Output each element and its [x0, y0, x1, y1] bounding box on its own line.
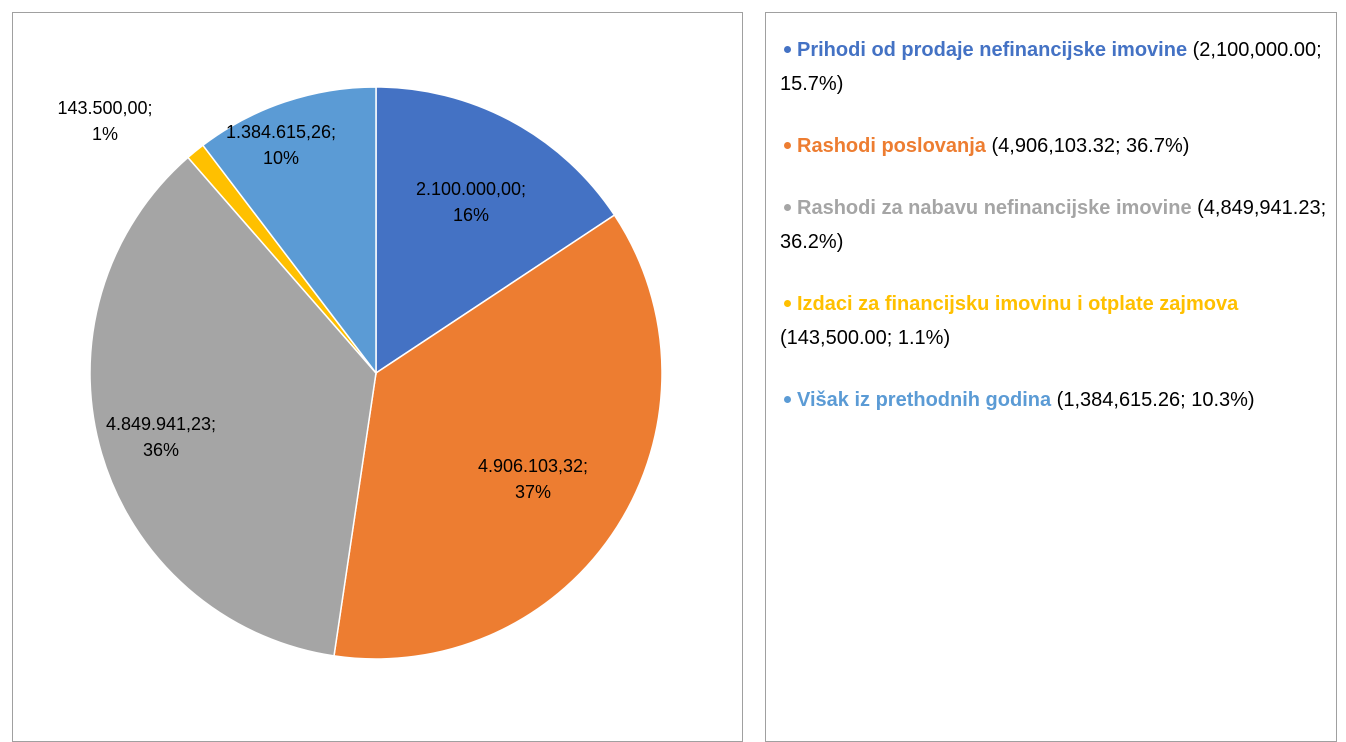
legend-bullet — [784, 395, 791, 403]
legend-item: Rashodi za nabavu nefinancijske imovine … — [780, 191, 1330, 259]
legend: Prihodi od prodaje nefinancijske imovine… — [780, 33, 1330, 445]
slice-label: 1.384.615,26; 10% — [225, 122, 337, 168]
legend-bullet — [784, 45, 791, 53]
legend-name: Prihodi od prodaje nefinancijske imovine — [797, 39, 1188, 61]
slice-label: 2.100.000,00; 16% — [415, 179, 527, 225]
slice-label: 4.906.103,32; 37% — [477, 456, 589, 502]
legend-item: Višak iz prethodnih godina (1,384,615.26… — [780, 383, 1330, 417]
legend-detail: (2,100,000.00; 15.7%) — [780, 39, 1322, 95]
chart-panel: 2.100.000,00; 16% 4.906.103,32; 37% 4.849.… — [12, 12, 743, 742]
pie-slice — [333, 214, 663, 660]
slice-label: 4.849.941,23; 36% — [105, 414, 217, 460]
page: {"chart_data": {"type": "pie", "categori… — [12, 12, 1337, 742]
legend-detail: (143,500.00; 1.1%) — [780, 327, 951, 349]
legend-detail: (1,384,615.26; 10.3%) — [1056, 389, 1255, 411]
legend-bullet — [784, 299, 791, 307]
legend-name: Izdaci za financijsku imovinu i otplate … — [797, 293, 1239, 315]
legend-name: Rashodi za nabavu nefinancijske imovine — [797, 197, 1192, 219]
legend-item: Izdaci za financijsku imovinu i otplate … — [780, 287, 1330, 355]
legend-detail: (4,906,103.32; 36.7%) — [991, 135, 1190, 157]
pie-slice — [375, 86, 616, 375]
legend-item: Rashodi poslovanja (4,906,103.32; 36.7%) — [780, 129, 1330, 163]
legend-detail: (4,849,941.23; 36.2%) — [780, 197, 1327, 253]
pie-chart — [89, 86, 663, 660]
legend-item: Prihodi od prodaje nefinancijske imovine… — [780, 33, 1330, 101]
pie-slice — [89, 156, 377, 657]
legend-name: Višak iz prethodnih godina — [797, 389, 1052, 411]
slice-label: 143.500,00; 1% — [57, 98, 153, 144]
legend-panel: Prihodi od prodaje nefinancijske imovine… — [765, 12, 1337, 742]
legend-name: Rashodi poslovanja — [797, 135, 986, 157]
pie-slice — [201, 86, 377, 376]
legend-bullet — [784, 203, 791, 211]
legend-bullet — [784, 141, 791, 149]
